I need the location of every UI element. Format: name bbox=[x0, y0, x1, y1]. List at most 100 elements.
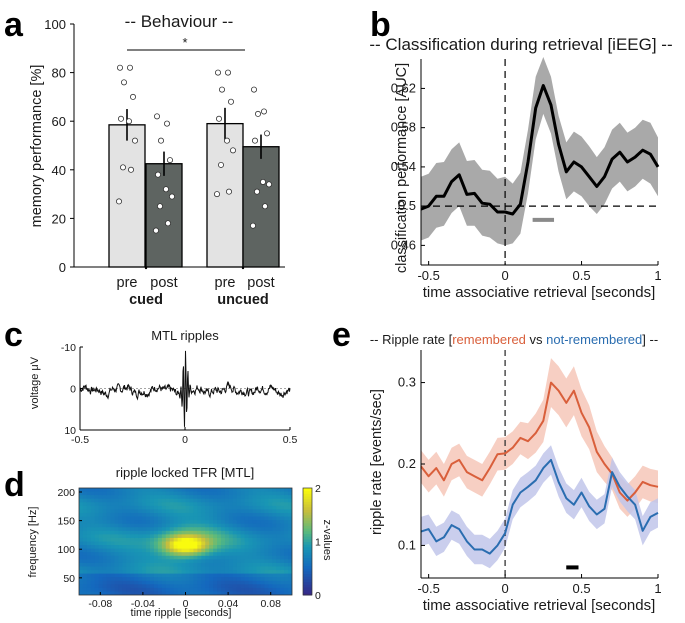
heatmap-cell bbox=[221, 566, 226, 571]
heatmap-cell bbox=[150, 502, 155, 507]
heatmap-cell bbox=[268, 516, 273, 521]
heatmap-cell bbox=[169, 509, 175, 514]
heatmap-cell bbox=[126, 516, 131, 521]
heatmap-cell bbox=[82, 523, 88, 528]
heatmap-cell bbox=[248, 505, 254, 510]
panel-c-title: MTL ripples bbox=[151, 328, 219, 343]
heatmap-cell bbox=[272, 555, 277, 560]
heatmap-cell bbox=[146, 548, 151, 553]
heatmap-cell bbox=[236, 573, 242, 578]
heatmap-cell bbox=[232, 552, 238, 557]
heatmap-cell bbox=[276, 577, 281, 582]
heatmap-cell bbox=[161, 577, 167, 582]
heatmap-cell bbox=[94, 552, 100, 557]
panel-d-ylabel: frequency [Hz] bbox=[27, 507, 39, 578]
heatmap-cell bbox=[217, 541, 222, 546]
heatmap-cell bbox=[90, 559, 96, 564]
heatmap-cell bbox=[221, 584, 226, 589]
heatmap-cell bbox=[268, 509, 273, 514]
heatmap-cell bbox=[86, 570, 92, 575]
heatmap-cell bbox=[157, 527, 163, 532]
heatmap-cell bbox=[276, 516, 281, 521]
heatmap-cell bbox=[288, 537, 292, 543]
heatmap-cell bbox=[114, 509, 120, 514]
heatmap-cell bbox=[228, 516, 234, 521]
heatmap-cell bbox=[264, 587, 269, 593]
heatmap-cell bbox=[201, 555, 206, 560]
heatmap-cell bbox=[173, 516, 179, 521]
heatmap-cell bbox=[268, 495, 273, 500]
heatmap-cell bbox=[173, 498, 179, 503]
heatmap-cell bbox=[213, 505, 218, 510]
heatmap-cell bbox=[185, 523, 191, 528]
heatmap-cell bbox=[185, 512, 191, 518]
data-point bbox=[153, 113, 160, 120]
heatmap-cell bbox=[126, 520, 131, 525]
heatmap-cell bbox=[244, 587, 250, 593]
heatmap-cell bbox=[248, 584, 254, 589]
heatmap-cell bbox=[134, 512, 139, 518]
heatmap-cell bbox=[197, 562, 202, 568]
heatmap-cell bbox=[272, 495, 277, 500]
heatmap-cell bbox=[268, 577, 273, 582]
heatmap-cell bbox=[272, 509, 277, 514]
heatmap-cell bbox=[201, 548, 206, 553]
heatmap-cell bbox=[102, 584, 108, 589]
heatmap-cell bbox=[272, 502, 277, 507]
heatmap-cell bbox=[126, 566, 131, 571]
heatmap-cell bbox=[248, 587, 254, 593]
heatmap-cell bbox=[240, 587, 246, 593]
heatmap-cell bbox=[236, 527, 242, 532]
heatmap-cell bbox=[236, 541, 242, 546]
heatmap-cell bbox=[79, 509, 84, 514]
heatmap-cell bbox=[161, 591, 167, 595]
heatmap-cell bbox=[288, 530, 292, 535]
heatmap-cell bbox=[256, 491, 262, 496]
heatmap-cell bbox=[79, 591, 84, 595]
heatmap-cell bbox=[173, 570, 179, 575]
heatmap-cell bbox=[232, 559, 238, 564]
heatmap-cell bbox=[240, 573, 246, 578]
heatmap-cell bbox=[138, 534, 143, 539]
heatmap-cell bbox=[161, 573, 167, 578]
heatmap-cell bbox=[106, 591, 112, 595]
heatmap-cell bbox=[256, 505, 262, 510]
heatmap-cell bbox=[90, 505, 96, 510]
data-point bbox=[126, 118, 133, 125]
heatmap-cell bbox=[213, 495, 218, 500]
heatmap-cell bbox=[276, 498, 281, 503]
heatmap-cell bbox=[197, 552, 202, 557]
heatmap-cell bbox=[205, 509, 210, 514]
heatmap-cell bbox=[98, 498, 104, 503]
heatmap-cell bbox=[106, 505, 112, 510]
heatmap-cell bbox=[118, 530, 123, 535]
heatmap-cell bbox=[189, 516, 194, 521]
heatmap-cell bbox=[240, 498, 246, 503]
heatmap-cell bbox=[130, 530, 135, 535]
heatmap-cell bbox=[150, 573, 155, 578]
heatmap-cell bbox=[185, 584, 191, 589]
heatmap-cell bbox=[142, 512, 147, 518]
heatmap-cell bbox=[98, 555, 104, 560]
heatmap-cell bbox=[280, 545, 285, 550]
heatmap-cell bbox=[193, 555, 198, 560]
heatmap-cell bbox=[153, 505, 159, 510]
data-point bbox=[121, 79, 128, 86]
colorbar-segment bbox=[303, 565, 312, 569]
heatmap-cell bbox=[142, 505, 147, 510]
heatmap-cell bbox=[79, 527, 84, 532]
heatmap-cell bbox=[138, 584, 143, 589]
heatmap-cell bbox=[130, 509, 135, 514]
x-tick-label: 0.5 bbox=[573, 581, 591, 596]
heatmap-cell bbox=[197, 591, 202, 595]
heatmap-cell bbox=[118, 559, 123, 564]
heatmap-cell bbox=[209, 520, 214, 525]
heatmap-cell bbox=[232, 555, 238, 560]
heatmap-cell bbox=[138, 562, 143, 568]
heatmap-cell bbox=[244, 545, 250, 550]
heatmap-cell bbox=[98, 545, 104, 550]
heatmap-cell bbox=[260, 548, 265, 553]
heatmap-cell bbox=[221, 555, 226, 560]
heatmap-cell bbox=[150, 577, 155, 582]
heatmap-cell bbox=[213, 552, 218, 557]
